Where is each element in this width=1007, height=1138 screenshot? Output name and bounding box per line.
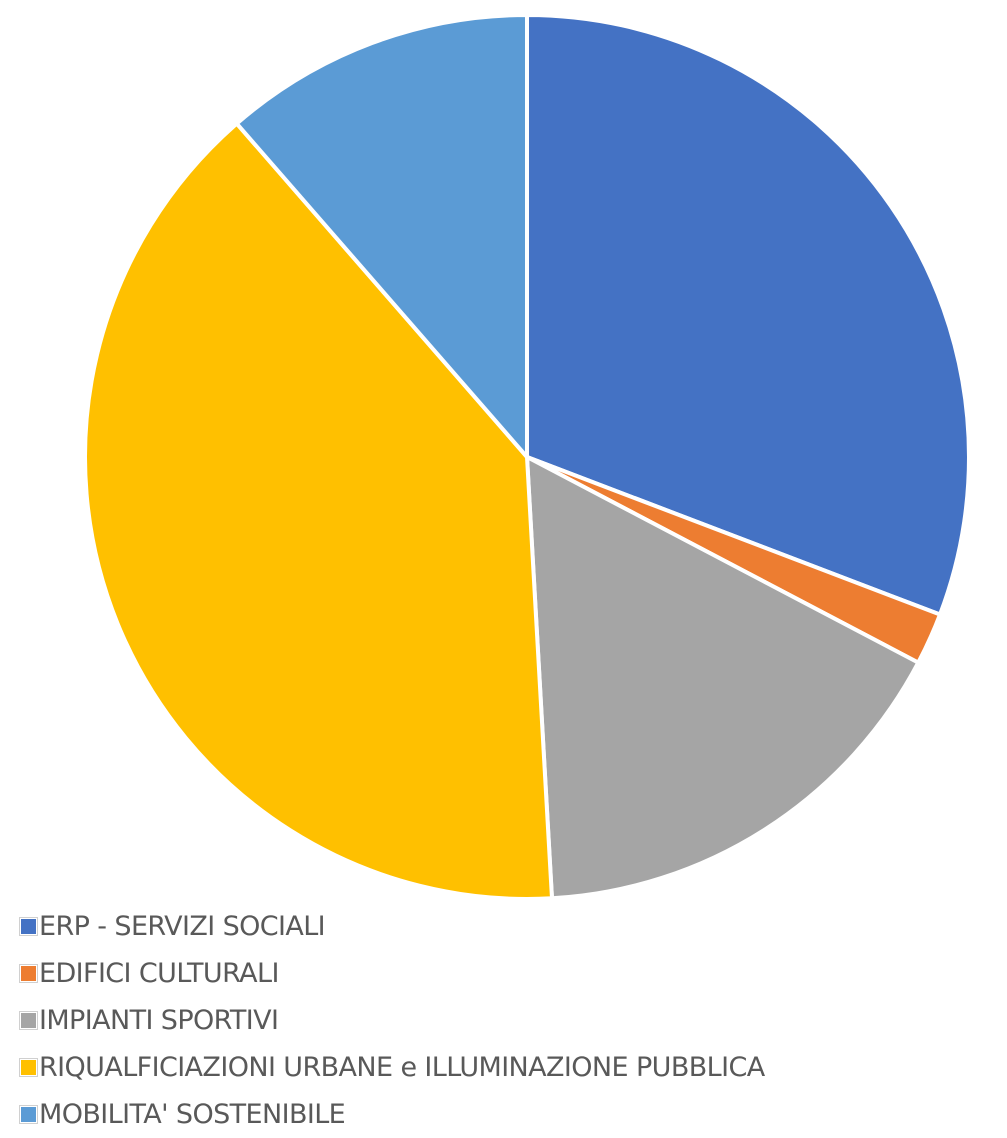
legend-swatch (19, 1011, 38, 1030)
legend-item: RIQUALFICIAZIONI URBANE e ILLUMINAZIONE … (19, 1044, 765, 1091)
legend-label: RIQUALFICIAZIONI URBANE e ILLUMINAZIONE … (39, 1052, 765, 1083)
legend-label: EDIFICI CULTURALI (39, 958, 279, 989)
pie-plot-area (83, 13, 971, 900)
legend-swatch (19, 917, 38, 936)
legend-swatch (19, 1058, 38, 1077)
legend-swatch (19, 964, 38, 983)
legend-label: ERP - SERVIZI SOCIALI (39, 911, 326, 942)
legend-item: IMPIANTI SPORTIVI (19, 997, 765, 1044)
chart-legend: ERP - SERVIZI SOCIALI EDIFICI CULTURALI IM… (19, 903, 765, 1138)
legend-item: EDIFICI CULTURALI (19, 950, 765, 997)
legend-label: MOBILITA' SOSTENIBILE (39, 1099, 346, 1130)
pie-slice-0 (525, 13, 971, 617)
legend-item: ERP - SERVIZI SOCIALI (19, 903, 765, 950)
pie-slice-3 (83, 121, 554, 900)
legend-swatch (19, 1105, 38, 1124)
legend-item: MOBILITA' SOSTENIBILE (19, 1091, 765, 1138)
legend-label: IMPIANTI SPORTIVI (39, 1005, 279, 1036)
pie-slice-4 (234, 13, 529, 459)
pie-slice-2 (525, 455, 921, 900)
